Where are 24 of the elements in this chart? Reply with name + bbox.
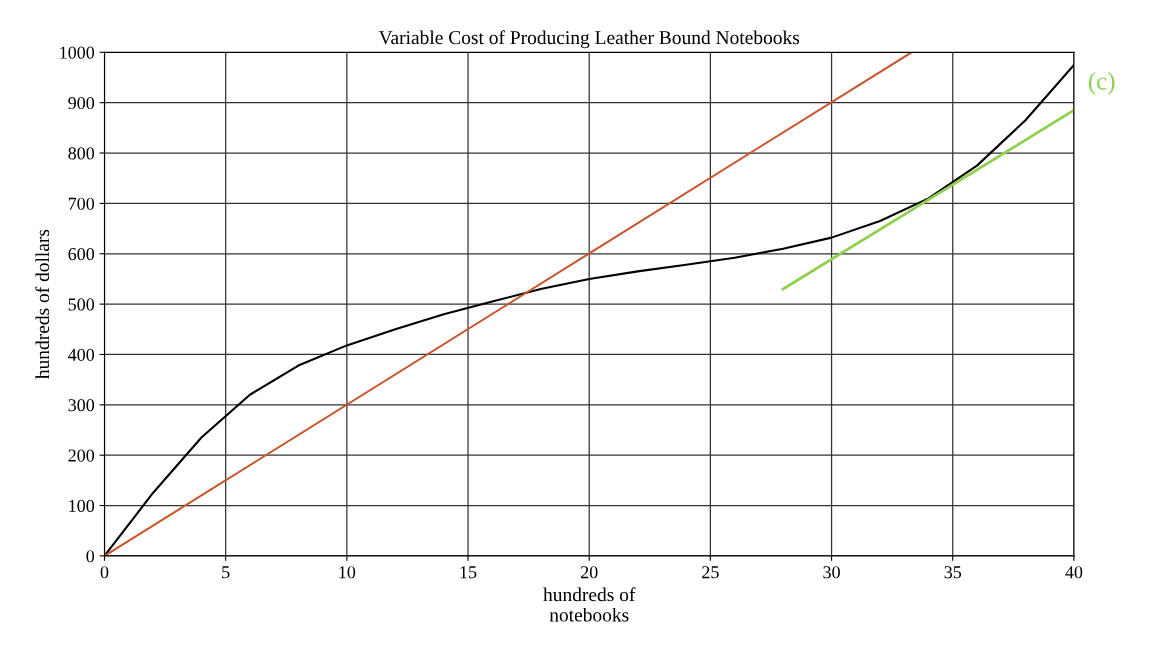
y-axis-title: hundreds of dollars [35, 229, 50, 379]
x-tick-label: 10 [339, 566, 356, 579]
y-tick-label: 600 [68, 248, 95, 261]
y-tick-label: 0 [86, 550, 95, 563]
y-tick-label: 200 [68, 449, 95, 462]
y-tick-label: 400 [68, 348, 95, 361]
annotation: (c) [1088, 72, 1115, 95]
y-tick-label: 700 [68, 197, 95, 210]
x-tick-label: 30 [823, 566, 840, 579]
x-tick-label: 20 [580, 566, 598, 579]
y-tick-label: 500 [68, 298, 95, 311]
y-tick-label: 900 [68, 96, 95, 110]
x-tick-label: 0 [100, 566, 109, 579]
x-axis-title: hundreds of notebooks [543, 587, 636, 622]
x-tick-label: 40 [1065, 566, 1083, 579]
x-tick-label: 5 [222, 566, 230, 579]
x-tick-label: 25 [702, 566, 719, 579]
y-tick-label: 1000 [60, 46, 95, 59]
y-tick-label: 100 [69, 499, 95, 512]
y-tick-label: 300 [68, 399, 95, 412]
x-tick-label: 35 [944, 566, 962, 579]
x-tick-label: 15 [460, 566, 477, 579]
y-tick-label: 800 [68, 147, 95, 160]
chart-title: Variable Cost of Producing Leather Bound Notebooks [378, 30, 800, 49]
